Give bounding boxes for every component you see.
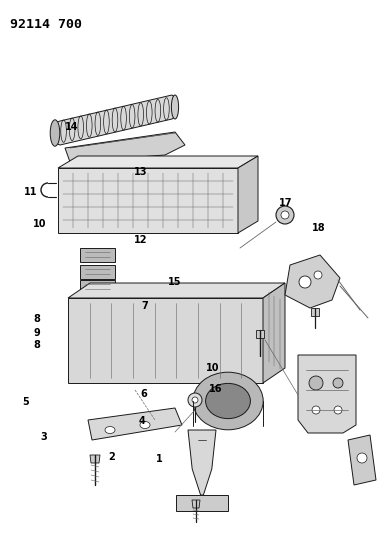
Text: 7: 7 [141, 301, 148, 311]
Polygon shape [263, 283, 285, 383]
Polygon shape [55, 95, 175, 145]
Circle shape [281, 211, 289, 219]
Circle shape [299, 276, 311, 288]
Polygon shape [90, 455, 100, 463]
Circle shape [276, 206, 294, 224]
Circle shape [192, 397, 198, 403]
Ellipse shape [193, 372, 263, 430]
Polygon shape [285, 255, 340, 308]
Text: 5: 5 [22, 398, 29, 407]
Text: 10: 10 [205, 363, 219, 373]
Ellipse shape [50, 120, 60, 146]
Polygon shape [192, 500, 200, 508]
Text: 17: 17 [279, 198, 293, 207]
Text: 12: 12 [133, 235, 147, 245]
Text: 18: 18 [312, 223, 325, 233]
Ellipse shape [171, 95, 179, 119]
Polygon shape [68, 283, 285, 298]
Text: 6: 6 [141, 390, 147, 399]
Polygon shape [88, 408, 182, 440]
Text: 16: 16 [208, 384, 222, 394]
Circle shape [334, 406, 342, 414]
Circle shape [312, 406, 320, 414]
Polygon shape [80, 280, 115, 294]
Polygon shape [80, 248, 115, 262]
Text: 92114 700: 92114 700 [10, 18, 82, 31]
Circle shape [309, 376, 323, 390]
Text: 14: 14 [64, 122, 78, 132]
Circle shape [188, 393, 202, 407]
Ellipse shape [140, 422, 150, 429]
Polygon shape [176, 495, 228, 511]
Polygon shape [188, 430, 216, 495]
Text: 3: 3 [40, 432, 47, 442]
Text: 2: 2 [108, 453, 115, 462]
Circle shape [357, 453, 367, 463]
Polygon shape [348, 435, 376, 485]
Polygon shape [65, 132, 185, 162]
Ellipse shape [105, 426, 115, 433]
Polygon shape [298, 355, 356, 433]
Polygon shape [238, 156, 258, 233]
Polygon shape [311, 308, 319, 316]
Text: 11: 11 [24, 187, 38, 197]
Text: 10: 10 [33, 219, 47, 229]
Text: 8: 8 [34, 314, 41, 324]
Text: 9: 9 [34, 328, 41, 337]
Polygon shape [80, 265, 115, 279]
Text: 1: 1 [156, 455, 163, 464]
Text: 13: 13 [133, 167, 147, 176]
Ellipse shape [205, 383, 251, 418]
Circle shape [314, 271, 322, 279]
Polygon shape [68, 298, 263, 383]
Text: 15: 15 [168, 278, 182, 287]
Circle shape [333, 378, 343, 388]
Polygon shape [58, 168, 238, 233]
Polygon shape [58, 156, 258, 168]
Text: 8: 8 [34, 341, 41, 350]
Polygon shape [256, 330, 264, 338]
Text: 4: 4 [139, 416, 146, 426]
